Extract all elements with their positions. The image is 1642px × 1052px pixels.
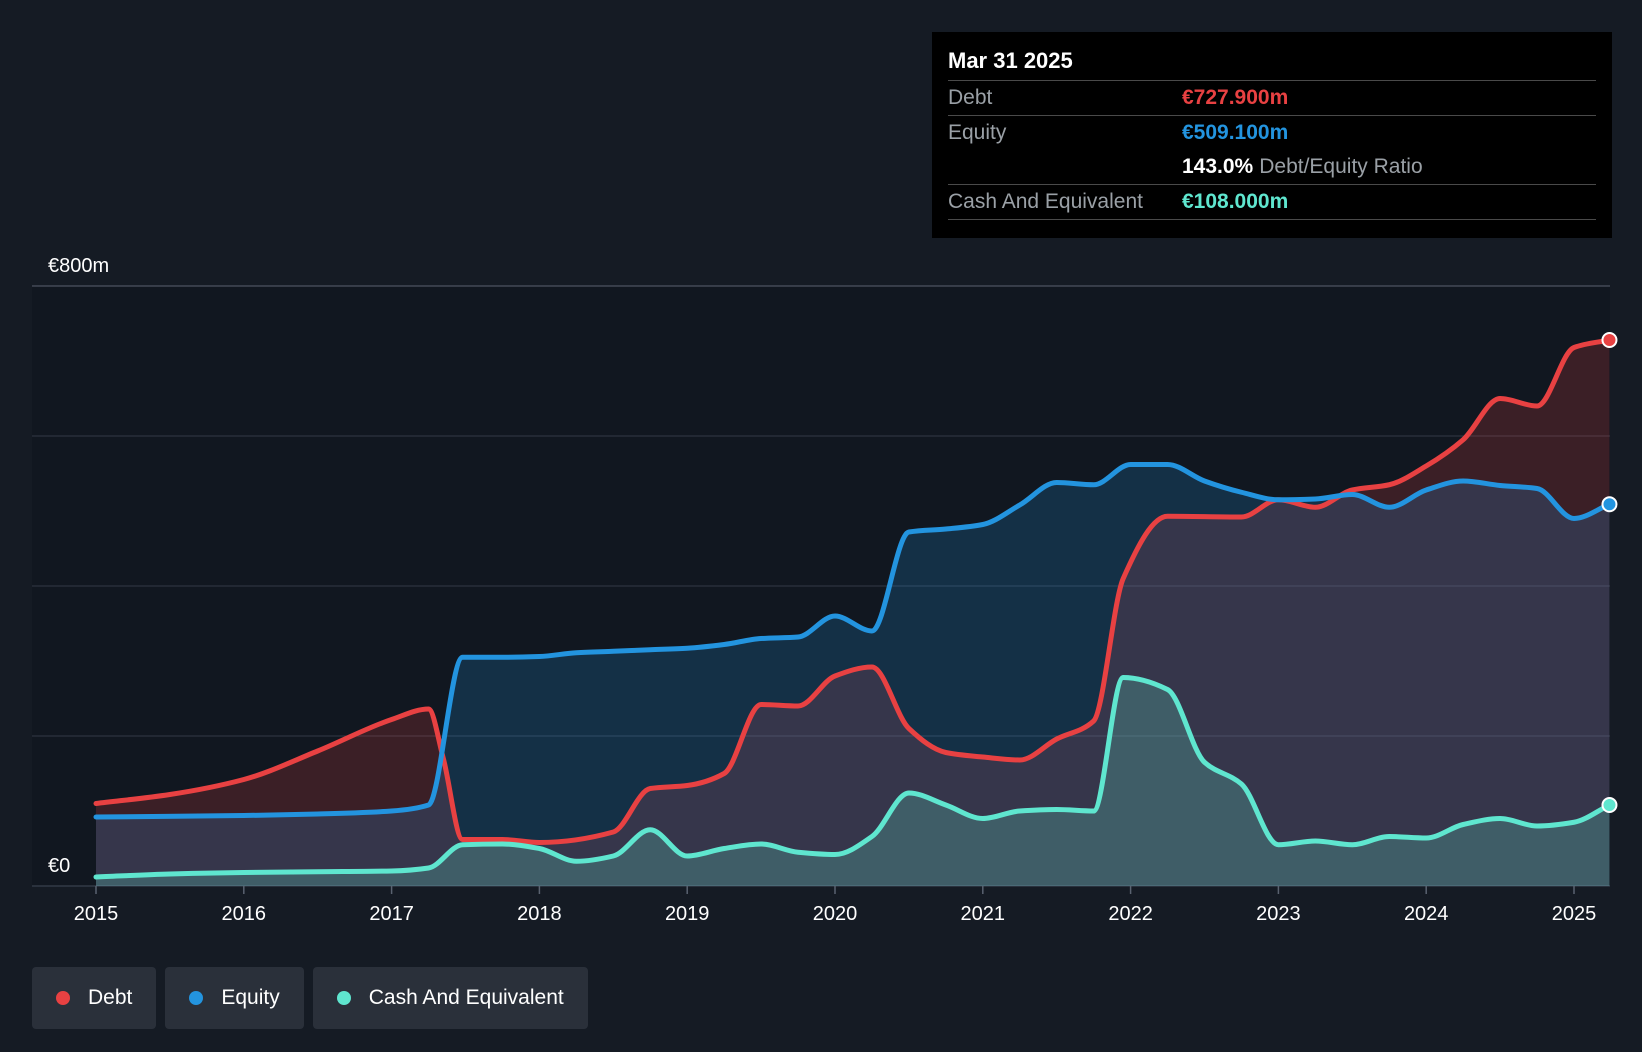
x-tick-label: 2016 bbox=[222, 903, 267, 925]
x-tick-label: 2023 bbox=[1256, 903, 1301, 925]
x-tick-label: 2018 bbox=[517, 903, 562, 925]
x-tick-label: 2015 bbox=[74, 903, 119, 925]
tooltip-cash-value: €108.000m bbox=[1182, 190, 1289, 213]
area-equity bbox=[96, 464, 1610, 886]
end-point-equity bbox=[1601, 496, 1618, 513]
area-cash bbox=[96, 677, 1610, 886]
legend-dot-debt bbox=[56, 991, 70, 1005]
tooltip-row-debt: Debt €727.900m bbox=[948, 80, 1596, 115]
x-tick-label: 2019 bbox=[665, 903, 710, 925]
x-tick-label: 2017 bbox=[369, 903, 414, 925]
tooltip-row-ratio: 143.0% Debt/Equity Ratio bbox=[948, 150, 1596, 184]
end-point-debt bbox=[1601, 332, 1618, 348]
tooltip: Mar 31 2025 Debt €727.900m Equity €509.1… bbox=[932, 32, 1612, 238]
x-tick-label: 2021 bbox=[961, 903, 1006, 925]
end-point-cash bbox=[1601, 797, 1618, 813]
legend-label-equity: Equity bbox=[221, 986, 280, 1009]
legend-dot-equity bbox=[189, 991, 204, 1005]
tooltip-equity-label: Equity bbox=[948, 121, 1007, 144]
area-debt bbox=[96, 340, 1610, 886]
tooltip-debt-value: €727.900m bbox=[1182, 86, 1289, 109]
tooltip-ratio-label: Debt/Equity Ratio bbox=[1259, 155, 1423, 178]
legend-label-debt: Debt bbox=[88, 986, 133, 1009]
tooltip-debt-label: Debt bbox=[948, 86, 993, 109]
tooltip-equity-value: €509.100m bbox=[1182, 121, 1289, 144]
x-tick-label: 2022 bbox=[1108, 903, 1153, 925]
legend-item-debt[interactable]: Debt bbox=[32, 967, 157, 1029]
x-tick-label: 2020 bbox=[813, 903, 858, 925]
legend-label-cash: Cash And Equivalent bbox=[368, 986, 564, 1009]
series-line-equity bbox=[93, 462, 1612, 820]
x-tick-label: 2025 bbox=[1552, 903, 1597, 925]
tooltip-date: Mar 31 2025 bbox=[948, 48, 1073, 73]
legend-dot-cash bbox=[336, 991, 351, 1005]
tooltip-row-cash: Cash And Equivalent €108.000m bbox=[948, 184, 1596, 220]
tooltip-row-equity: Equity €509.100m bbox=[948, 115, 1596, 150]
legend: Debt Equity Cash And Equivalent bbox=[32, 967, 588, 1029]
x-tick-label: 2024 bbox=[1404, 903, 1449, 925]
legend-item-cash[interactable]: Cash And Equivalent bbox=[312, 967, 588, 1029]
tooltip-ratio-value: 143.0% bbox=[1182, 155, 1254, 178]
tooltip-cash-label: Cash And Equivalent bbox=[948, 190, 1143, 213]
series-line-cash bbox=[93, 675, 1612, 880]
y-tick-label: €800m bbox=[48, 255, 109, 277]
y-tick-label: €0 bbox=[48, 855, 70, 877]
legend-item-equity[interactable]: Equity bbox=[165, 967, 304, 1029]
